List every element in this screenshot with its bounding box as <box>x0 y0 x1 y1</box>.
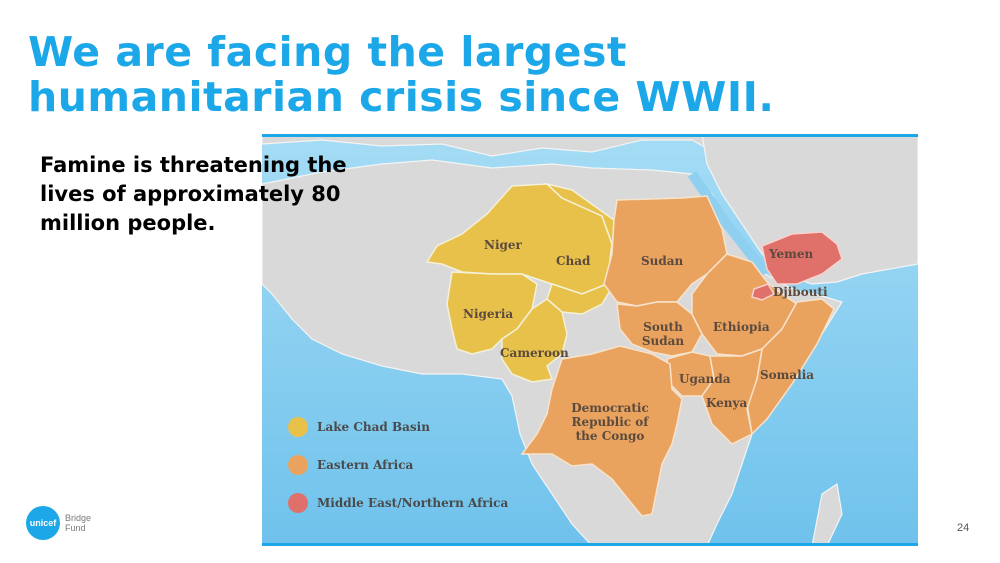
logo-text-line-1: Bridge <box>65 513 92 523</box>
somalia-shape <box>746 298 835 436</box>
country-label-niger: Niger <box>484 238 522 252</box>
south-sudan-shape <box>616 301 703 357</box>
country-label-nigeria: Nigeria <box>463 307 514 321</box>
legend-swatch-lake-chad <box>288 417 308 437</box>
country-label-sudan: Sudan <box>641 254 684 268</box>
legend-item-lake-chad: Lake Chad Basin <box>288 408 508 446</box>
logo-text: Bridge Fund <box>65 513 91 533</box>
country-label-djibouti: Djibouti <box>773 285 828 299</box>
map-legend: Lake Chad Basin Eastern Africa Middle Ea… <box>288 408 508 522</box>
country-label-kenya: Kenya <box>706 396 748 410</box>
country-label-uganda: Uganda <box>679 372 731 386</box>
eastern-africa-region <box>520 195 835 517</box>
country-label-somalia: Somalia <box>760 368 815 382</box>
legend-item-eastern-africa: Eastern Africa <box>288 446 508 484</box>
map-frame-bottom <box>262 543 918 546</box>
legend-label-eastern-africa: Eastern Africa <box>317 458 414 472</box>
djibouti-shape <box>751 283 776 301</box>
middle-east-region <box>751 231 843 301</box>
country-label-chad: Chad <box>556 254 591 268</box>
slide-title: We are facing the largest humanitarian c… <box>28 30 774 120</box>
legend-swatch-eastern-africa <box>288 455 308 475</box>
kenya-shape <box>701 347 763 445</box>
slide-subtitle: Famine is threatening the lives of appro… <box>40 151 410 238</box>
unicef-bridge-fund-logo: unicef Bridge Fund <box>26 506 91 540</box>
legend-label-lake-chad: Lake Chad Basin <box>317 420 430 434</box>
slide-title-line-1: We are facing the largest <box>28 28 627 76</box>
cameroon-shape <box>501 298 568 383</box>
subtitle-line-1: Famine is threatening the <box>40 153 347 177</box>
legend-item-middle-east: Middle East/Northern Africa <box>288 484 508 522</box>
drc-shape <box>520 345 683 517</box>
country-label-yemen: Yemen <box>769 247 814 261</box>
legend-label-middle-east: Middle East/Northern Africa <box>317 496 509 510</box>
crisis-map <box>262 134 918 546</box>
legend-swatch-middle-east <box>288 493 308 513</box>
unicef-logo-mark: unicef <box>26 506 60 540</box>
subtitle-line-3: million people. <box>40 211 216 235</box>
slide-title-line-2: humanitarian crisis since WWII. <box>28 73 775 121</box>
page-number: 24 <box>957 522 970 534</box>
country-label-cameroon: Cameroon <box>500 346 569 360</box>
logo-text-line-2: Fund <box>65 523 86 533</box>
lake-chad-region <box>425 182 615 383</box>
country-label-south-sudan: South Sudan <box>641 320 685 348</box>
map-frame-top <box>262 134 918 137</box>
subtitle-line-2: lives of approximately 80 <box>40 182 341 206</box>
yemen-shape <box>761 231 843 285</box>
country-label-drc: Democratic Republic of the Congo <box>571 401 649 443</box>
map-graphic <box>262 134 918 546</box>
country-label-ethiopia: Ethiopia <box>713 320 770 334</box>
